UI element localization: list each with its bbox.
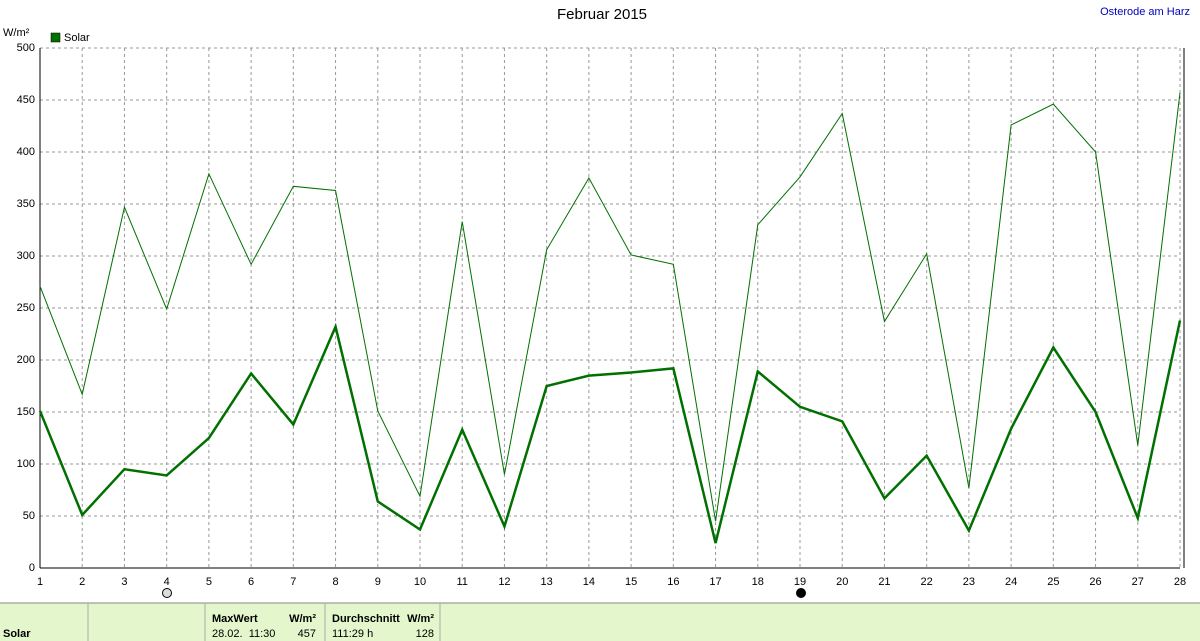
x-tick-label: 27 — [1132, 576, 1144, 588]
table-cell: 457 — [298, 628, 316, 640]
x-tick-label: 3 — [121, 576, 127, 588]
y-tick-label: 300 — [17, 250, 35, 262]
x-tick-label: 13 — [541, 576, 553, 588]
summary-table: Solar MaxWert W/m² 28.02. 11:30 457 Durc… — [0, 602, 1200, 641]
y-tick-label: 150 — [17, 406, 35, 418]
x-tick-label: 26 — [1089, 576, 1101, 588]
moon-phase — [796, 588, 806, 598]
x-tick-label: 6 — [248, 576, 254, 588]
table-cell: 111:29 h — [332, 628, 373, 640]
y-tick-label: 450 — [17, 94, 35, 106]
x-tick-label: 15 — [625, 576, 637, 588]
x-tick-label: 28 — [1174, 576, 1186, 588]
table-header: W/m² — [407, 613, 434, 625]
x-tick-label: 23 — [963, 576, 975, 588]
y-tick-label: 400 — [17, 146, 35, 158]
table-header: W/m² — [289, 613, 316, 625]
y-tick-label: 50 — [23, 510, 35, 522]
x-tick-label: 9 — [375, 576, 381, 588]
x-tick-label: 4 — [164, 576, 170, 588]
table-cell: 128 — [416, 628, 434, 640]
x-tick-label: 8 — [332, 576, 338, 588]
x-tick-label: 14 — [583, 576, 595, 588]
legend-swatch — [50, 32, 61, 43]
x-tick-label: 24 — [1005, 576, 1017, 588]
x-tick-label: 1 — [37, 576, 43, 588]
x-tick-label: 22 — [921, 576, 933, 588]
moon-phase — [162, 588, 172, 598]
series-line — [39, 92, 1181, 522]
x-tick-label: 7 — [290, 576, 296, 588]
table-header: Durchschnitt — [332, 613, 400, 625]
table-cell: 28.02. 11:30 — [212, 628, 275, 640]
x-tick-label: 5 — [206, 576, 212, 588]
y-tick-label: 200 — [17, 354, 35, 366]
series-line — [38, 320, 1182, 544]
x-tick-label: 19 — [794, 576, 806, 588]
y-tick-label: 250 — [17, 302, 35, 314]
table-header: MaxWert — [212, 613, 258, 625]
x-tick-label: 2 — [79, 576, 85, 588]
x-tick-label: 18 — [752, 576, 764, 588]
y-tick-label: 0 — [29, 562, 35, 574]
x-tick-label: 16 — [667, 576, 679, 588]
x-tick-label: 25 — [1047, 576, 1059, 588]
x-tick-label: 10 — [414, 576, 426, 588]
x-tick-label: 11 — [457, 576, 468, 588]
x-tick-label: 12 — [498, 576, 510, 588]
y-axis-label: W/m² — [3, 27, 30, 39]
y-tick-label: 500 — [17, 42, 35, 54]
table-cell: Solar — [3, 628, 31, 640]
location: Osterode am Harz — [1100, 6, 1190, 18]
x-tick-label: 21 — [878, 576, 890, 588]
chart-title: Februar 2015 — [557, 6, 647, 23]
y-tick-label: 100 — [17, 458, 35, 470]
x-tick-label: 20 — [836, 576, 848, 588]
legend-label: Solar — [64, 32, 90, 44]
table-background — [0, 603, 1200, 641]
y-tick-label: 350 — [17, 198, 35, 210]
x-tick-label: 17 — [709, 576, 721, 588]
